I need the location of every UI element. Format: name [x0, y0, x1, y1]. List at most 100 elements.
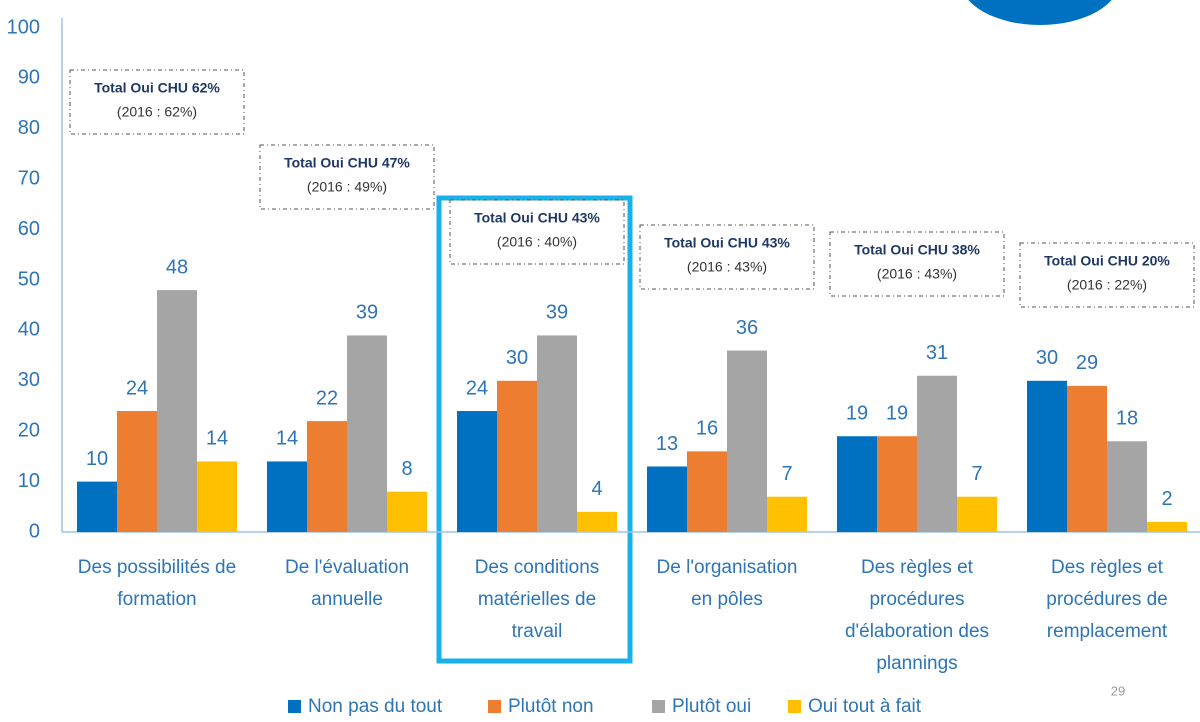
bar: [267, 461, 307, 532]
x-tick-label: Des conditions: [475, 557, 600, 578]
x-tick-label: remplacement: [1047, 621, 1168, 642]
annotation-text: Total Oui CHU 62%: [94, 80, 220, 96]
data-label: 24: [126, 377, 148, 399]
data-label: 4: [591, 478, 602, 500]
annotation-note: (2016 : 43%): [877, 266, 957, 282]
bar: [157, 290, 197, 532]
bar: [497, 380, 537, 532]
y-tick-label: 80: [18, 117, 40, 139]
y-tick-label: 100: [7, 16, 40, 38]
x-tick-label: matérielles de: [478, 589, 596, 610]
y-tick-label: 20: [18, 419, 40, 441]
bar: [687, 451, 727, 532]
data-label: 31: [926, 342, 948, 364]
data-label: 7: [781, 463, 792, 485]
decoration: [968, 0, 1112, 25]
annotation-text: Total Oui CHU 43%: [664, 235, 790, 251]
data-label: 10: [86, 448, 108, 470]
data-label: 14: [276, 428, 298, 450]
bar: [347, 335, 387, 532]
legend-label: Plutôt oui: [672, 696, 751, 717]
bar: [837, 436, 877, 532]
y-tick-label: 10: [18, 470, 40, 492]
data-label: 36: [736, 317, 758, 339]
legend-swatch: [288, 700, 301, 713]
annotation-box: [259, 144, 435, 210]
x-tick-label: plannings: [876, 653, 957, 674]
annotation-note: (2016 : 22%): [1067, 277, 1147, 293]
y-tick-label: 0: [29, 520, 40, 542]
bar: [1067, 385, 1107, 532]
data-label: 39: [546, 302, 568, 324]
x-tick-label: procédures: [869, 589, 964, 610]
annotation-text: Total Oui CHU 43%: [474, 210, 600, 226]
annotation-note: (2016 : 43%): [687, 259, 767, 275]
bar: [957, 496, 997, 532]
bar: [77, 481, 117, 532]
data-label: 30: [506, 347, 528, 369]
bar: [117, 411, 157, 532]
legend-label: Plutôt non: [508, 696, 594, 717]
bar: [917, 375, 957, 532]
bar: [1107, 441, 1147, 532]
data-label: 19: [846, 403, 868, 425]
y-tick-label: 30: [18, 369, 40, 391]
data-label: 7: [971, 463, 982, 485]
annotation-text: Total Oui CHU 47%: [284, 155, 410, 171]
legend-swatch: [788, 700, 801, 713]
x-tick-label: Des possibilités de: [78, 557, 236, 578]
bar: [1147, 521, 1187, 532]
bar: [727, 350, 767, 532]
x-tick-label: annuelle: [311, 589, 383, 610]
data-label: 2: [1161, 488, 1172, 510]
y-tick-label: 70: [18, 167, 40, 189]
annotation-box: [829, 231, 1005, 297]
legend-swatch: [488, 700, 501, 713]
bar: [197, 461, 237, 532]
bar: [877, 436, 917, 532]
data-label: 30: [1036, 347, 1058, 369]
legend-label: Oui tout à fait: [808, 696, 922, 717]
bar: [1027, 380, 1067, 532]
annotation-box: [69, 69, 245, 135]
legend-label: Non pas du tout: [308, 696, 443, 717]
data-label: 13: [656, 433, 678, 455]
x-tick-label: Des règles et: [861, 557, 974, 578]
data-label: 22: [316, 387, 338, 409]
legend-swatch: [652, 700, 665, 713]
page-number: 29: [1111, 683, 1125, 698]
y-tick-label: 60: [18, 218, 40, 240]
annotation-box: [449, 199, 625, 265]
y-tick-label: 40: [18, 319, 40, 341]
bar: [307, 421, 347, 532]
annotation-note: (2016 : 49%): [307, 179, 387, 195]
data-label: 14: [206, 428, 228, 450]
data-label: 19: [886, 403, 908, 425]
bar: [767, 496, 807, 532]
bar: [577, 511, 617, 532]
annotation-note: (2016 : 40%): [497, 234, 577, 250]
x-tick-label: en pôles: [691, 589, 763, 610]
bar: [537, 335, 577, 532]
data-label: 16: [696, 418, 718, 440]
annotation-box: [639, 224, 815, 290]
bar: [457, 411, 497, 532]
x-tick-label: d'élaboration des: [845, 621, 989, 642]
annotation-text: Total Oui CHU 38%: [854, 242, 980, 258]
data-label: 8: [401, 458, 412, 480]
highlight-box: [436, 195, 633, 664]
annotation-note: (2016 : 62%): [117, 104, 197, 120]
annotation-text: Total Oui CHU 20%: [1044, 253, 1170, 269]
data-label: 18: [1116, 408, 1138, 430]
x-tick-label: travail: [512, 621, 563, 642]
annotation-box: [1019, 242, 1195, 308]
data-label: 29: [1076, 352, 1098, 374]
x-tick-label: Des règles et: [1051, 557, 1164, 578]
data-label: 24: [466, 377, 488, 399]
y-tick-label: 50: [18, 268, 40, 290]
bar: [387, 491, 427, 532]
data-label: 48: [166, 256, 188, 278]
x-tick-label: procédures de: [1046, 589, 1167, 610]
x-tick-label: De l'organisation: [657, 557, 798, 578]
